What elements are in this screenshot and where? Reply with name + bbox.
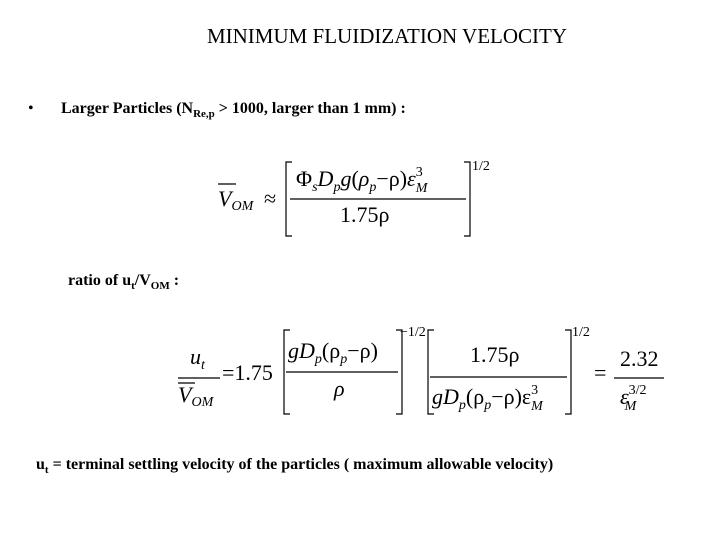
bullet-marker: • bbox=[28, 100, 34, 117]
slide-title: MINIMUM FLUIDIZATION VELOCITY bbox=[206, 24, 568, 48]
text: u bbox=[36, 456, 45, 473]
eq-var: (ρ bbox=[466, 384, 484, 409]
eq-var: u bbox=[190, 344, 201, 369]
eq-numerator: 2.32 bbox=[620, 346, 659, 371]
eq-var: g bbox=[340, 166, 351, 191]
eq-text: gDp(ρp−ρ) bbox=[288, 338, 378, 367]
eq-var: −ρ) bbox=[347, 338, 378, 363]
text: = terminal settling velocity of the part… bbox=[48, 456, 554, 473]
eq-text: =1.75 bbox=[222, 360, 273, 385]
eq-numerator: 1.75ρ bbox=[470, 342, 520, 367]
text: Larger Particles (N bbox=[61, 100, 194, 117]
eq-sub: t bbox=[201, 358, 206, 373]
eq-sup: 3 bbox=[531, 383, 538, 398]
eq-sub: p bbox=[368, 180, 376, 195]
eq-text: VOM bbox=[178, 382, 215, 410]
eq-var: Φ bbox=[296, 166, 312, 191]
eq-denominator: ρ bbox=[333, 376, 345, 401]
eq-text: ut bbox=[190, 344, 206, 373]
eq-sub: s bbox=[312, 180, 318, 195]
eq-var: ( bbox=[351, 166, 358, 191]
bracket bbox=[565, 329, 572, 415]
text: ratio of u bbox=[68, 272, 132, 289]
eq-var: (ρ bbox=[322, 338, 340, 363]
eq-op: = bbox=[594, 360, 606, 385]
eq-sub: p bbox=[458, 398, 466, 413]
subscript: t bbox=[44, 464, 49, 477]
eq-var: V bbox=[178, 382, 194, 407]
text: : bbox=[169, 272, 180, 289]
eq-exponent: −1/2 bbox=[400, 325, 426, 340]
eq-var: ρ bbox=[358, 166, 370, 191]
text: > 1000, larger than 1 mm) : bbox=[214, 100, 406, 117]
subscript: Re,p bbox=[193, 108, 215, 121]
eq-denominator: 1.75ρ bbox=[340, 202, 390, 227]
eq-sub: M bbox=[530, 399, 544, 414]
eq-text: ΦsDpg(ρp−ρ)ε3 M bbox=[296, 165, 429, 196]
eq-sup: 3 bbox=[416, 165, 423, 180]
equation-1: VOM ≈ ΦsDpg(ρp−ρ)ε3 M 1.75ρ 1/2 bbox=[218, 159, 490, 237]
eq-var: ε bbox=[620, 384, 629, 409]
subscript: t bbox=[131, 280, 135, 293]
eq-sub: p bbox=[332, 180, 340, 195]
eq-sub: p bbox=[339, 352, 347, 367]
eq-sup: 3/2 bbox=[629, 383, 647, 398]
eq-var: V bbox=[218, 186, 234, 211]
bracket bbox=[464, 161, 471, 237]
eq-text: VOM bbox=[218, 186, 255, 214]
eq-exponent: 1/2 bbox=[472, 159, 490, 174]
eq-var: gD bbox=[432, 384, 459, 409]
eq-sub: p bbox=[483, 398, 491, 413]
eq-var: −ρ)ε bbox=[491, 384, 531, 409]
bracket bbox=[427, 329, 434, 415]
eq-var: gD bbox=[288, 338, 315, 363]
eq-sub: OM bbox=[231, 199, 254, 214]
equation-2: ut VOM =1.75 gDp(ρp−ρ) ρ −1/2 1.75ρ gDp(… bbox=[178, 325, 664, 415]
text: /V bbox=[134, 272, 151, 289]
bracket bbox=[285, 161, 292, 237]
bullet-text: Larger Particles (NRe,p > 1000, larger t… bbox=[61, 100, 406, 120]
eq-text: ε3/2 M bbox=[620, 383, 647, 414]
subscript: OM bbox=[150, 280, 170, 293]
eq-sub: M bbox=[624, 399, 638, 414]
ratio-text: ratio of ut/VOM : bbox=[68, 272, 179, 292]
footer-text: ut = terminal settling velocity of the p… bbox=[36, 456, 553, 476]
eq-var: −ρ) bbox=[376, 166, 407, 191]
bracket bbox=[283, 329, 290, 415]
eq-sub: OM bbox=[191, 395, 214, 410]
eq-exponent: 1/2 bbox=[572, 325, 590, 340]
eq-op: ≈ bbox=[264, 186, 276, 211]
eq-text: gDp(ρp−ρ)ε3 M bbox=[432, 383, 544, 414]
eq-sub: M bbox=[415, 181, 429, 196]
bracket bbox=[396, 329, 403, 415]
eq-var: ε bbox=[407, 166, 416, 191]
eq-sub: p bbox=[314, 352, 322, 367]
eq-var: D bbox=[317, 166, 334, 191]
